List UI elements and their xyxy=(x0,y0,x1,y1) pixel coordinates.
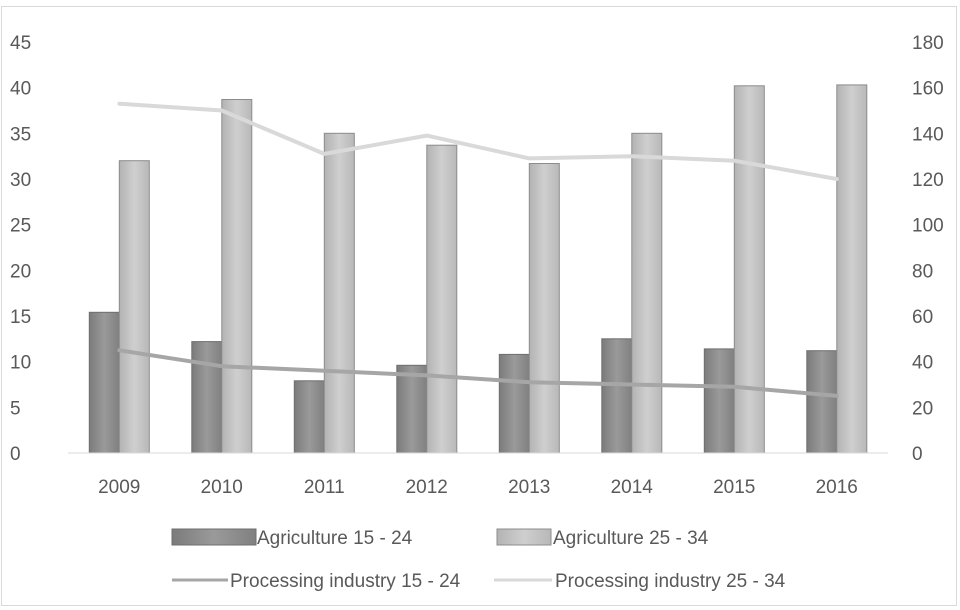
bar-agriculture-25-34 xyxy=(733,85,765,454)
bar-agriculture-25-34 xyxy=(528,163,560,454)
x-tick-label: 2012 xyxy=(406,477,448,498)
legend-label-agriculture-25-34: Agriculture 25 - 34 xyxy=(553,528,709,549)
bar-agriculture-15-24 xyxy=(293,380,325,454)
legend-swatch-agriculture-25-34 xyxy=(496,528,552,546)
right-tick-label: 120 xyxy=(912,170,944,191)
right-tick-label: 20 xyxy=(912,398,933,419)
bar-agriculture-25-34 xyxy=(323,132,355,454)
bar-agriculture-15-24 xyxy=(806,350,838,454)
x-tick-label: 2011 xyxy=(304,477,345,498)
line-processing-25-34 xyxy=(117,101,839,181)
bar-agriculture-25-34 xyxy=(631,132,663,454)
legend-label-processing-15-24: Processing industry 15 - 24 xyxy=(230,571,461,592)
bar-series xyxy=(88,84,868,454)
right-tick-label: 180 xyxy=(912,33,944,54)
x-tick-label: 2010 xyxy=(201,477,243,498)
x-tick-label: 2015 xyxy=(713,477,755,498)
left-tick-label: 10 xyxy=(10,353,31,374)
x-axis: 2009 2010 2011 2012 2013 2014 2015 2016 xyxy=(98,477,858,498)
line-processing-15-24 xyxy=(117,348,839,398)
left-tick-label: 20 xyxy=(10,261,31,282)
left-tick-label: 35 xyxy=(10,124,31,145)
bar-agriculture-15-24 xyxy=(601,338,633,454)
bar-agriculture-15-24 xyxy=(703,348,735,454)
right-tick-label: 160 xyxy=(912,79,944,100)
x-tick-label: 2009 xyxy=(98,477,140,498)
x-tick-label: 2014 xyxy=(611,477,654,498)
line-series xyxy=(117,101,839,398)
legend-label-agriculture-15-24: Agriculture 15 - 24 xyxy=(257,528,413,549)
bar-agriculture-25-34 xyxy=(118,160,150,454)
left-tick-label: 30 xyxy=(10,170,31,191)
bar-agriculture-15-24 xyxy=(191,341,223,454)
left-tick-label: 5 xyxy=(10,398,21,419)
left-tick-label: 15 xyxy=(10,307,31,328)
right-tick-label: 40 xyxy=(912,353,933,374)
bar-agriculture-15-24 xyxy=(396,364,428,454)
bar-agriculture-15-24 xyxy=(498,353,530,454)
right-y-axis: 0 20 40 60 80 100 120 140 160 180 xyxy=(912,33,944,465)
x-tick-label: 2013 xyxy=(508,477,550,498)
left-tick-label: 0 xyxy=(10,444,21,465)
right-tick-label: 60 xyxy=(912,307,933,328)
right-tick-label: 80 xyxy=(912,261,933,282)
left-tick-label: 45 xyxy=(10,33,31,54)
right-tick-label: 100 xyxy=(912,216,944,237)
bar-agriculture-25-34 xyxy=(221,99,253,454)
right-tick-label: 140 xyxy=(912,124,944,145)
legend: Agriculture 15 - 24 Agriculture 25 - 34 … xyxy=(171,528,786,592)
left-tick-label: 25 xyxy=(10,216,31,237)
left-y-axis: 0 5 10 15 20 25 30 35 40 45 xyxy=(10,33,31,465)
legend-label-processing-25-34: Processing industry 25 - 34 xyxy=(555,571,786,592)
left-tick-label: 40 xyxy=(10,79,31,100)
bar-agriculture-25-34 xyxy=(426,144,458,454)
right-tick-label: 0 xyxy=(912,444,923,465)
bar-agriculture-15-24 xyxy=(88,311,120,454)
x-tick-label: 2016 xyxy=(816,477,858,498)
legend-swatch-agriculture-15-24 xyxy=(171,528,257,546)
bar-agriculture-25-34 xyxy=(836,84,868,454)
